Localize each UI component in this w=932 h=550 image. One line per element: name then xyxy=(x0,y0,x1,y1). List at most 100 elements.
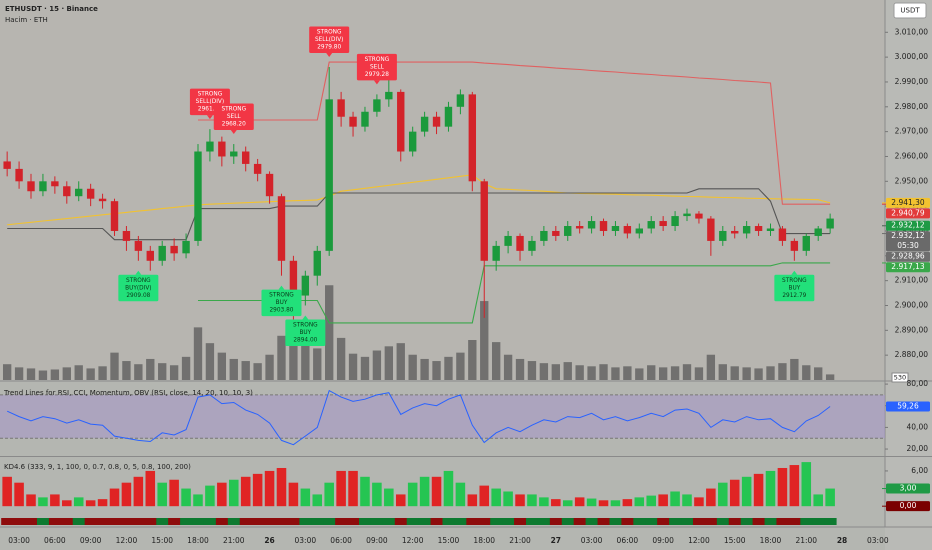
heat-cell xyxy=(514,518,527,525)
signal-box xyxy=(309,26,350,54)
signal-box xyxy=(213,103,254,131)
kd-bar xyxy=(384,488,394,507)
signal-pointer xyxy=(326,53,333,58)
kd-bar xyxy=(85,500,96,507)
volume-bar xyxy=(313,348,322,380)
heat-cell xyxy=(537,518,551,525)
kd-last-label-box xyxy=(886,483,930,494)
kd-bar xyxy=(205,485,215,507)
signal-text: 2894.00 xyxy=(293,337,317,343)
heat-cell xyxy=(251,518,265,525)
candle-body xyxy=(63,186,71,197)
y-tick-label: 80,00 xyxy=(907,379,929,388)
candle-body xyxy=(301,275,310,296)
kd-bar xyxy=(300,488,311,507)
kd-bar xyxy=(26,494,36,507)
signal-text: STRONG xyxy=(221,107,246,113)
heat-cell xyxy=(227,518,241,525)
volume-bar xyxy=(169,365,179,380)
signal-box xyxy=(356,53,397,81)
x-tick-label: 12:00 xyxy=(402,536,424,545)
candle-body xyxy=(361,111,369,127)
heat-cell xyxy=(72,518,86,525)
heat-cell xyxy=(359,518,372,525)
signal-pointer xyxy=(278,285,285,290)
price-label: 2.941,30 xyxy=(891,198,925,207)
kd-bar xyxy=(312,494,323,507)
candle-body xyxy=(337,99,345,117)
volume-bar xyxy=(193,327,203,380)
candle-body xyxy=(683,213,691,217)
kd-bar xyxy=(109,488,120,507)
kd-bar xyxy=(360,476,370,507)
heat-cell xyxy=(132,518,145,525)
candle-body xyxy=(552,230,560,236)
kd-bar xyxy=(467,494,478,507)
candle-body xyxy=(504,235,512,246)
heat-cell xyxy=(382,518,396,525)
signal-text: SELL(DIV) xyxy=(315,37,343,43)
kd-bar xyxy=(574,497,585,507)
volume-bar xyxy=(110,352,119,380)
candle-body xyxy=(253,163,262,174)
volume-bar xyxy=(277,335,286,380)
heat-cell xyxy=(96,518,110,525)
volume-bar xyxy=(539,363,549,380)
price-label: 2.928,96 xyxy=(891,252,925,261)
volume-bar xyxy=(503,354,513,380)
kd-bar xyxy=(777,467,788,507)
kd-bar xyxy=(431,476,442,507)
candle-body xyxy=(587,221,596,229)
volume-bar xyxy=(563,362,572,380)
candle-body xyxy=(51,181,59,187)
kd-bar xyxy=(622,499,633,507)
volume-bar xyxy=(825,374,835,380)
y-tick-label: 2.950,00 xyxy=(895,176,929,185)
x-tick-label: 09:00 xyxy=(366,536,388,545)
kd-bar xyxy=(14,482,24,507)
candle-body xyxy=(695,213,703,219)
y-tick-label: 40,00 xyxy=(907,422,929,431)
candle-body xyxy=(122,230,131,241)
price-label-box xyxy=(886,251,930,262)
main-pane xyxy=(0,0,885,380)
candle-body xyxy=(599,221,608,231)
x-tick-label: 21:00 xyxy=(795,536,817,545)
kd-bar xyxy=(479,485,490,507)
kd-bar xyxy=(753,473,764,507)
kd-bar xyxy=(407,482,418,507)
volume-bar xyxy=(38,370,48,380)
candle-body xyxy=(731,230,739,234)
kd-bar xyxy=(336,470,346,507)
x-tick-label: 06:00 xyxy=(44,536,66,545)
heat-cell xyxy=(108,518,121,525)
kd-bar xyxy=(395,494,406,507)
signal-text: 2961.14 xyxy=(198,107,222,113)
kd-bar xyxy=(718,482,728,507)
candle-body xyxy=(86,188,95,199)
candle-body xyxy=(707,218,715,241)
signal-box xyxy=(774,274,815,302)
signal-box xyxy=(118,274,159,302)
kd-bar xyxy=(694,497,704,507)
heat-cell xyxy=(645,518,658,525)
price-label-box xyxy=(886,262,930,273)
signal-pointer xyxy=(791,270,798,275)
kd-bar xyxy=(252,473,263,507)
heat-cell xyxy=(609,518,622,525)
heat-cell xyxy=(120,518,133,525)
candle-body xyxy=(158,245,166,261)
price-label-box xyxy=(886,197,930,208)
candle-body xyxy=(349,116,357,127)
candle-body xyxy=(206,141,214,152)
candle-body xyxy=(134,240,143,251)
heat-cell xyxy=(394,518,408,525)
signal-text: 2979.28 xyxy=(365,72,389,78)
heat-cell xyxy=(633,518,646,525)
volume-bar xyxy=(241,361,250,380)
heat-cell xyxy=(764,518,777,525)
volume-bar xyxy=(491,342,501,380)
candle-body xyxy=(790,240,799,251)
signal-text: 2979.80 xyxy=(317,45,341,51)
kd-bar xyxy=(229,479,239,507)
